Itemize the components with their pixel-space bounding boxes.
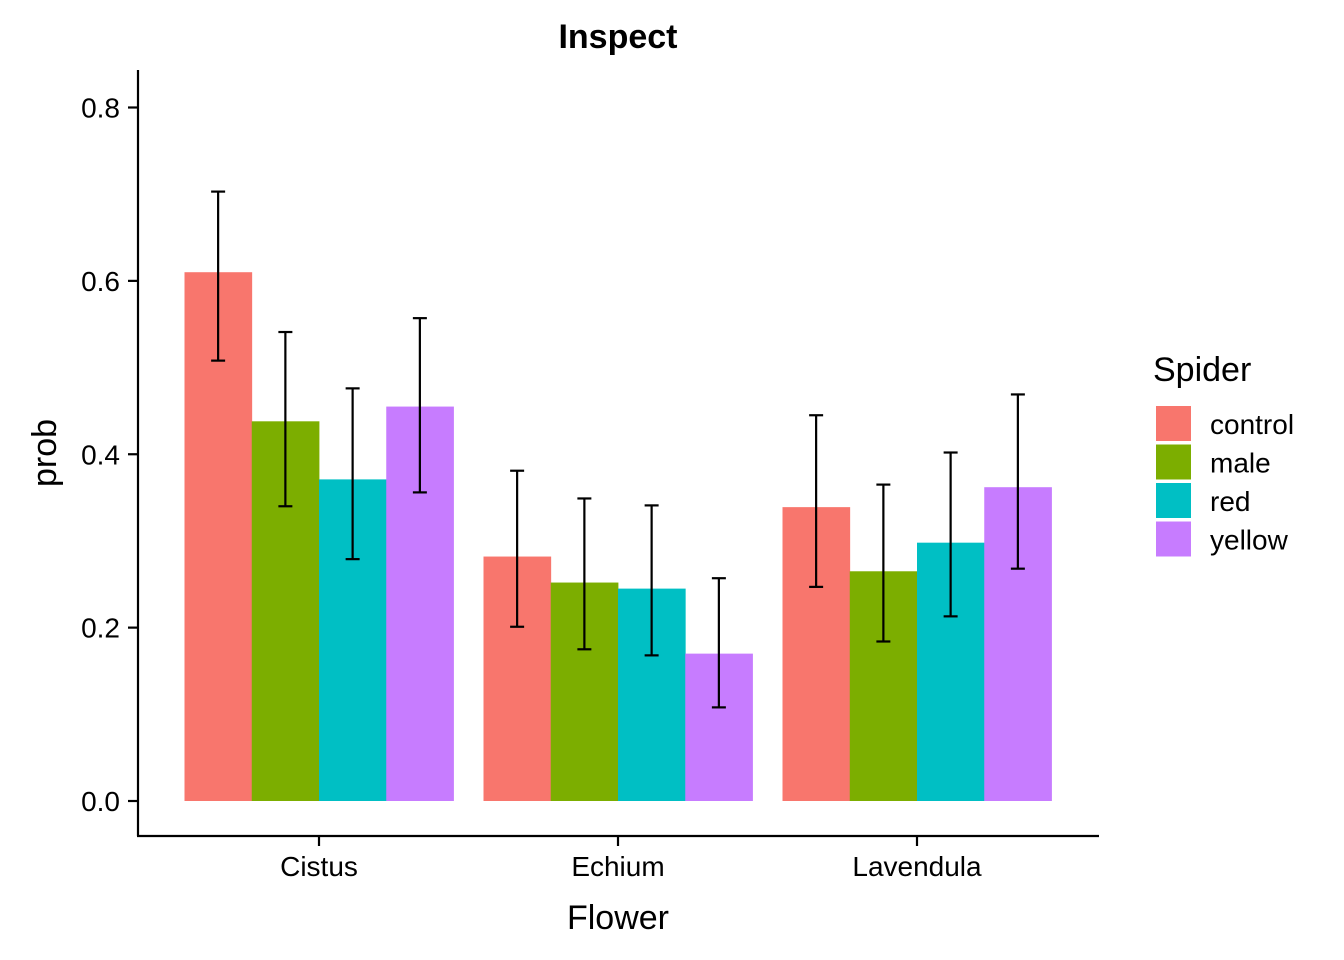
y-tick-label: 0.6 xyxy=(81,266,120,297)
x-tick-label: Lavendula xyxy=(852,851,982,882)
error-bar-male-cistus xyxy=(278,330,293,508)
error-bar-male-echium xyxy=(577,497,592,651)
y-tick-label: 0.0 xyxy=(81,786,120,817)
x-ticks: Cistus Echium Lavendula xyxy=(280,836,982,882)
legend-label-control: control xyxy=(1210,409,1294,440)
legend-swatch-male xyxy=(1156,444,1191,480)
y-ticks: 0.0 0.2 0.4 0.6 0.8 xyxy=(81,93,138,817)
plot-area xyxy=(184,190,1052,801)
error-bar-control-cistus xyxy=(211,190,226,362)
x-axis-title: Flower xyxy=(567,899,669,937)
error-bar-control-lavendula xyxy=(809,414,824,588)
error-bar-yellow-cistus xyxy=(412,317,427,494)
legend-swatch-control xyxy=(1156,406,1191,441)
error-bar-red-lavendula xyxy=(943,451,958,618)
legend-label-male: male xyxy=(1210,448,1271,479)
x-tick-label: Cistus xyxy=(280,851,358,882)
legend-label-yellow: yellow xyxy=(1210,525,1289,556)
error-bar-male-lavendula xyxy=(876,483,891,643)
y-tick-label: 0.4 xyxy=(81,439,120,470)
y-tick-label: 0.8 xyxy=(81,93,120,124)
y-axis-title: prob xyxy=(26,419,64,487)
chart-title: Inspect xyxy=(558,18,677,56)
error-bar-red-cistus xyxy=(345,387,360,561)
legend-swatch-yellow xyxy=(1156,521,1191,557)
error-bar-red-echium xyxy=(644,504,659,657)
legend-title: Spider xyxy=(1153,351,1251,389)
legend-swatch-red xyxy=(1156,483,1191,518)
y-tick-label: 0.2 xyxy=(81,613,120,644)
legend: Spider control male red yellow xyxy=(1153,351,1294,557)
legend-label-red: red xyxy=(1210,486,1250,517)
error-bar-yellow-lavendula xyxy=(1010,393,1025,570)
x-tick-label: Echium xyxy=(571,851,664,882)
error-bar-control-echium xyxy=(510,469,525,628)
error-bar-yellow-echium xyxy=(711,577,726,709)
